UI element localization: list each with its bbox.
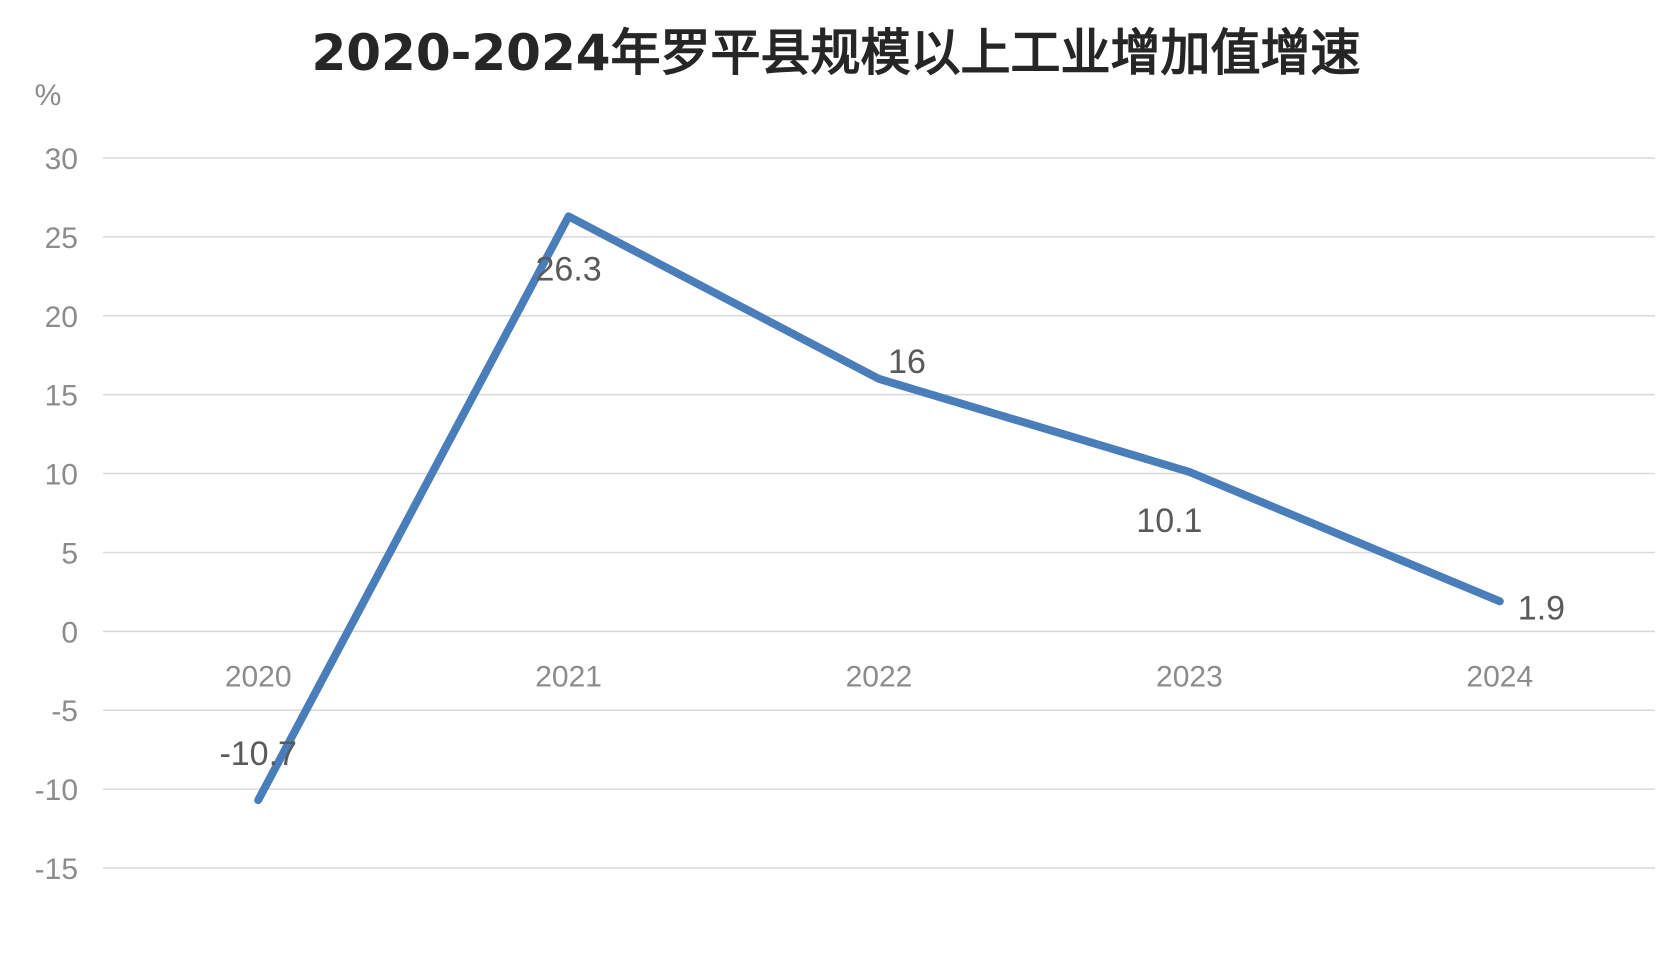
x-tick-label: 2020 xyxy=(225,660,292,693)
y-tick-label: -5 xyxy=(51,695,78,728)
data-point xyxy=(1188,470,1191,473)
x-tick-label: 2021 xyxy=(535,660,602,693)
data-point xyxy=(878,377,880,380)
y-tick-label: 10 xyxy=(45,459,78,492)
data-label: -10.7 xyxy=(219,735,297,773)
x-axis-tick-labels: 2020 2021 2022 2023 2024 xyxy=(225,660,1533,693)
y-axis-unit-label: % xyxy=(35,79,62,112)
y-tick-label: 5 xyxy=(61,537,78,570)
y-tick-label: -15 xyxy=(35,853,78,886)
data-labels: -10.7 26.3 16 10.1 1.9 xyxy=(219,250,1565,773)
data-label: 1.9 xyxy=(1518,589,1565,627)
x-tick-label: 2023 xyxy=(1156,660,1223,693)
data-point xyxy=(1498,600,1501,603)
y-tick-label: 0 xyxy=(61,616,78,649)
x-tick-label: 2024 xyxy=(1466,660,1533,693)
y-tick-label: 30 xyxy=(45,143,78,176)
data-label: 16 xyxy=(888,343,926,381)
series xyxy=(254,212,1504,805)
y-tick-label: -10 xyxy=(35,774,78,807)
chart-title: 2020-2024年罗平县规模以上工业增加值增速 xyxy=(311,24,1360,82)
series-line xyxy=(254,212,1504,805)
y-tick-label: 15 xyxy=(45,380,78,413)
data-point xyxy=(257,799,260,802)
data-point xyxy=(567,215,570,218)
y-tick-label: 20 xyxy=(45,301,78,334)
y-tick-label: 25 xyxy=(45,222,78,255)
y-axis-tick-labels: 30 25 20 15 10 5 0 -5 -10 -15 xyxy=(35,143,78,886)
data-label: 10.1 xyxy=(1136,502,1202,540)
data-label: 26.3 xyxy=(536,250,602,288)
x-tick-label: 2022 xyxy=(846,660,913,693)
gridlines xyxy=(103,157,1655,869)
